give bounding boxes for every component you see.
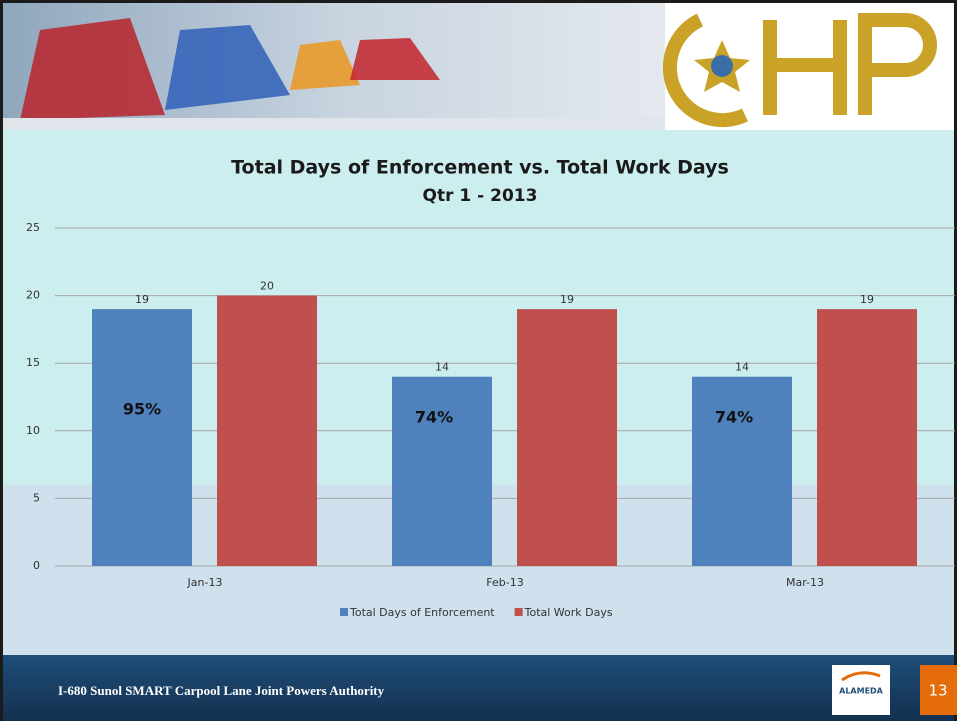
x-tick-label: Mar-13 [786,576,824,589]
footer-logo-swoosh [841,671,881,682]
data-label: 19 [860,293,874,306]
data-label: 19 [135,293,149,306]
y-tick-label: 0 [33,559,40,572]
y-tick-label: 15 [26,356,40,369]
data-label: 20 [260,280,274,293]
header-image [3,3,954,130]
y-tick-label: 25 [26,221,40,234]
footer-text: I-680 Sunol SMART Carpool Lane Joint Pow… [58,683,385,698]
y-tick-label: 5 [33,491,40,504]
plot: 0 5 10 15 20 25 Jan-13 19 20 95% Feb-13 14 19 74% Mar-… [26,221,955,619]
bar [92,309,192,566]
chart-title: Total Days of Enforcement vs. Total Work… [231,157,729,179]
legend-swatch [514,608,523,616]
chart-subtitle: Qtr 1 - 2013 [423,186,538,206]
annotation: 74% [715,408,753,427]
annotation: 95% [123,400,161,419]
bar [817,309,917,566]
legend-label: Total Days of Enforcement [349,606,495,619]
page-number: 13 [928,682,947,700]
data-label: 14 [435,361,449,374]
footer-bar [3,655,954,721]
data-label: 19 [560,293,574,306]
data-label: 14 [735,361,749,374]
bar [517,309,617,566]
legend-swatch [340,608,348,616]
annotation: 74% [415,408,453,427]
footer-logo-text: ALAMEDA [839,687,884,696]
legend-label: Total Work Days [524,606,613,619]
y-tick-label: 10 [26,424,40,437]
bar [392,376,492,566]
x-tick-label: Feb-13 [486,576,523,589]
page-number-box [920,665,957,715]
x-tick-label: Jan-13 [187,576,223,589]
bar [692,376,792,566]
bar [217,295,317,566]
y-tick-label: 20 [26,289,40,302]
